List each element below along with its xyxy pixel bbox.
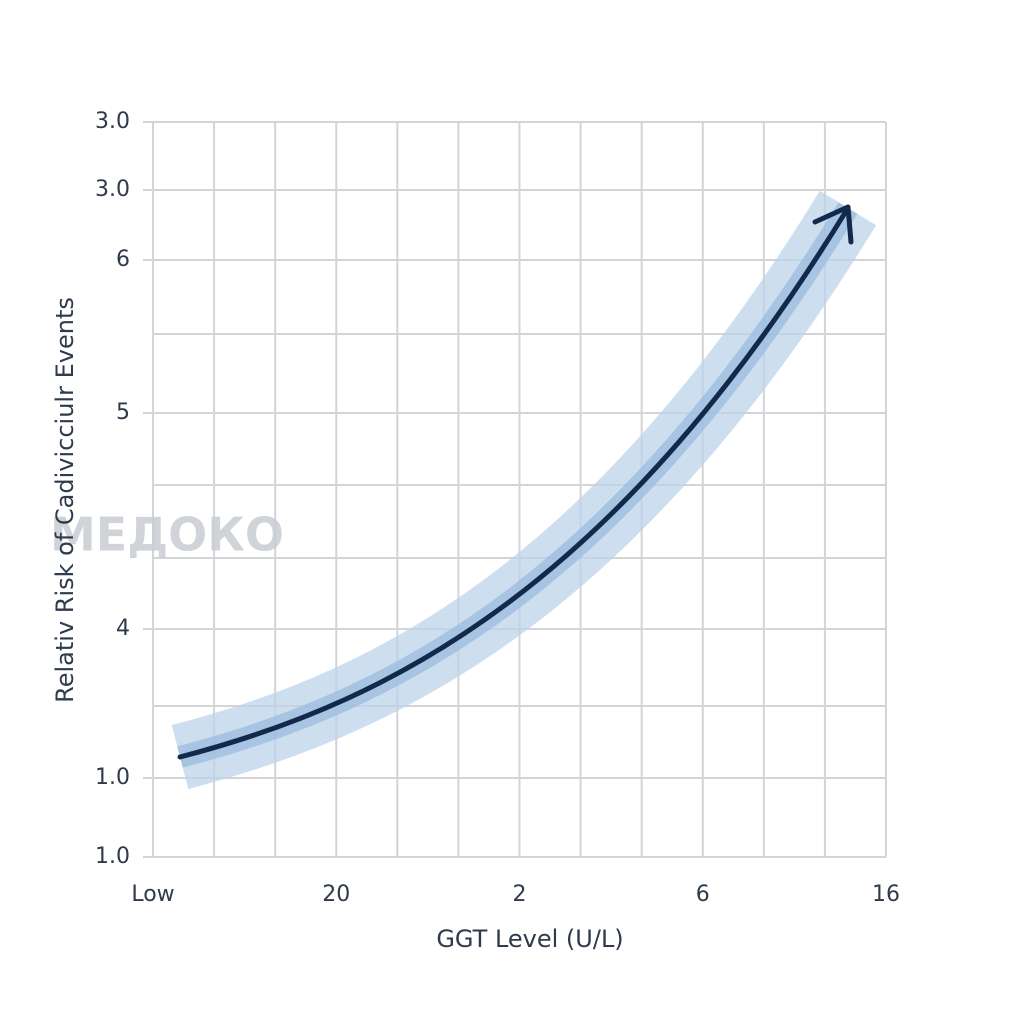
y-tick-label: 4 — [116, 616, 130, 641]
y-tick-label: 1.0 — [95, 765, 130, 790]
x-axis-label: GGT Level (U/L) — [436, 925, 623, 953]
y-tick-label: 1.0 — [95, 844, 130, 869]
y-axis-label: Relativ Risk of Cadivicciulr Events — [51, 297, 79, 703]
y-tick-label: 6 — [116, 247, 130, 272]
x-tick-label: 2 — [513, 882, 527, 907]
x-tick-label: 6 — [696, 882, 710, 907]
y-tick-label: 5 — [116, 400, 130, 425]
x-tick-label: Low — [131, 882, 174, 907]
y-tick-label: 3.0 — [95, 109, 130, 134]
y-tick-label: 3.0 — [95, 177, 130, 202]
arrow-head — [812, 204, 854, 245]
inner-band — [177, 202, 858, 768]
watermark: МЕДОКО — [50, 508, 284, 562]
trend-line — [177, 205, 851, 760]
x-tick-label: 20 — [322, 882, 350, 907]
confidence-band — [171, 190, 877, 789]
x-tick-label: 16 — [872, 882, 900, 907]
